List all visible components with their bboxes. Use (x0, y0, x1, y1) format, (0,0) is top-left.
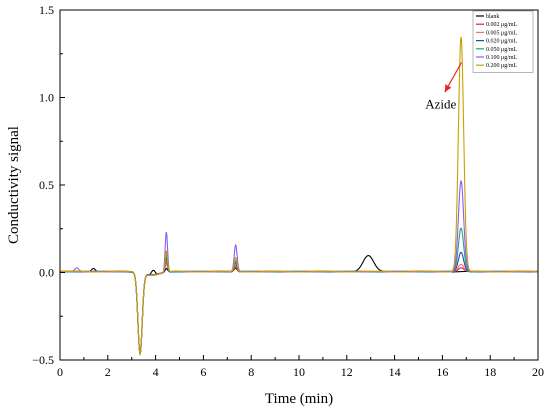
x-tick-label: 18 (484, 365, 496, 379)
series-line-2 (60, 260, 538, 356)
x-tick-label: 4 (153, 365, 159, 379)
legend-label: 0.005 μg/mL (486, 30, 518, 36)
x-tick-label: 8 (248, 365, 254, 379)
legend-label: 0.200 μg/mL (486, 63, 518, 69)
legend-label: 0.100 μg/mL (486, 55, 518, 61)
annotation-text: Azide (425, 96, 456, 111)
axis-ticks: 0 2 4 6 8 10 12 14 16 18 20 −0.5 0.0 0.5 1.0 1.5 (32, 3, 544, 379)
annotation-arrow-head (444, 84, 452, 93)
x-tick-label: 2 (105, 365, 111, 379)
y-tick-label: 1.0 (39, 91, 54, 105)
y-tick-label: 0.0 (39, 266, 54, 280)
x-tick-label: 14 (389, 365, 401, 379)
legend-label: 0.002 μg/mL (486, 22, 518, 28)
y-axis-title: Conductivity signal (6, 126, 22, 244)
azide-annotation: Azide (425, 62, 463, 111)
legend-label: 0.020 μg/mL (486, 39, 518, 45)
x-tick-label: 12 (341, 365, 353, 379)
series-line-1 (60, 262, 538, 356)
legend-label: 0.050 μg/mL (486, 47, 518, 53)
series-line-6 (60, 36, 538, 356)
x-tick-label: 6 (200, 365, 206, 379)
legend-box (472, 10, 534, 73)
x-tick-label: 10 (293, 365, 305, 379)
plot-frame (59, 9, 539, 361)
y-tick-label: 0.5 (39, 178, 54, 192)
x-tick-label: 16 (436, 365, 448, 379)
y-tick-label: −0.5 (32, 353, 54, 367)
x-axis-title: Time (min) (265, 391, 333, 407)
x-tick-label: 0 (57, 365, 63, 379)
x-tick-label: 20 (532, 365, 544, 379)
legend-label: blank (486, 14, 499, 20)
series-lines (60, 36, 538, 356)
y-tick-label: 1.5 (39, 3, 54, 17)
legend: blank 0.002 μg/mL 0.005 μg/mL 0.020 μg/mL 0.… (472, 10, 534, 73)
